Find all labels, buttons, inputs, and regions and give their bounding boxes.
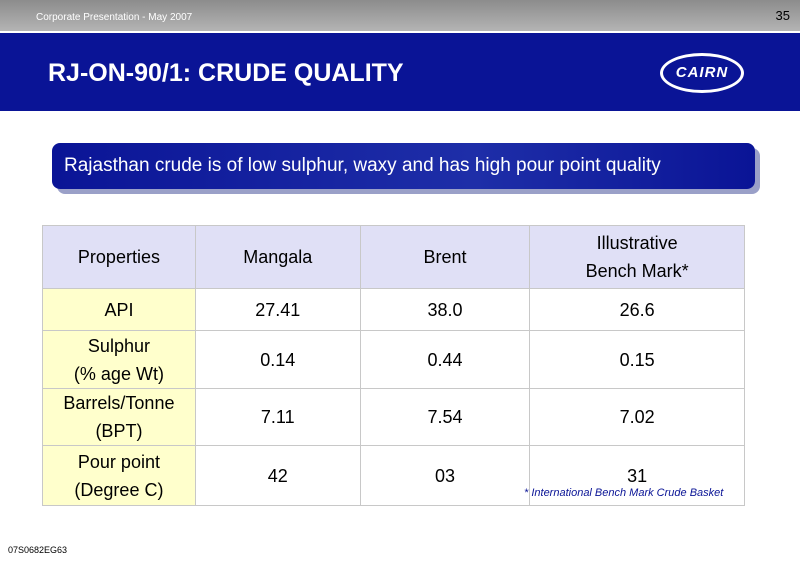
table-cell: Properties xyxy=(42,225,196,289)
cell-text: Brent xyxy=(423,247,467,267)
table-cell: 0.14 xyxy=(194,330,361,389)
cell-text: (Degree C) xyxy=(74,479,164,500)
cell-text: (% age Wt) xyxy=(73,363,164,384)
table-cell: 0.44 xyxy=(359,330,531,389)
table-cell: Illustrative Bench Mark* xyxy=(529,225,745,289)
cell-text: 38.0 xyxy=(427,299,463,320)
cell-text: Mangala xyxy=(243,247,313,267)
top-bar: Corporate Presentation - May 2007 35 xyxy=(0,0,800,31)
title-band: RJ-ON-90/1: CRUDE QUALITY CAIRN xyxy=(0,33,800,111)
cell-text: 7.02 xyxy=(619,407,655,427)
cell-text: 03 xyxy=(434,465,455,486)
cell-text: 31 xyxy=(627,465,648,486)
cell-text: 0.15 xyxy=(619,349,655,370)
cell-text: Pour point xyxy=(77,451,160,472)
cell-text: 42 xyxy=(267,465,288,486)
banner: Rajasthan crude is of low sulphur, waxy … xyxy=(52,143,755,189)
cell-text: 0.14 xyxy=(260,349,296,370)
table-cell: API xyxy=(42,288,196,331)
table-cell: 27.41 xyxy=(194,288,361,331)
footnote: * International Bench Mark Crude Basket xyxy=(524,487,724,499)
page-number: 35 xyxy=(775,8,790,23)
cell-text: Barrels/Tonne xyxy=(63,393,175,413)
table-cell: 03 xyxy=(359,445,531,506)
table-cell: Mangala xyxy=(194,225,361,289)
table-cell: 7.54 xyxy=(359,388,531,446)
logo: CAIRN xyxy=(660,53,744,93)
table-cell: Pour point (Degree C) xyxy=(42,445,196,506)
table-row: Barrels/Tonne (BPT) 7.11 7.54 7.02 xyxy=(42,388,745,446)
table-row: Sulphur (% age Wt) 0.14 0.44 0.15 xyxy=(42,330,745,389)
cell-text: API xyxy=(104,299,134,320)
cell-text: (BPT) xyxy=(95,421,143,441)
title: RJ-ON-90/1: CRUDE QUALITY xyxy=(48,59,404,87)
table-cell: 42 xyxy=(194,445,361,506)
table-cell: 31 xyxy=(529,445,745,506)
cell-text: Bench Mark* xyxy=(585,261,689,281)
header-row: Properties Mangala Brent Illustrative Bench … xyxy=(42,225,745,289)
footer-code: 07S0682EG63 xyxy=(8,545,68,555)
cell-text: 26.6 xyxy=(619,299,655,320)
table-cell: 26.6 xyxy=(529,288,745,331)
table-row: Pour point (Degree C) 42 03 31 xyxy=(42,445,745,506)
meta: Corporate Presentation - May 2007 xyxy=(36,12,193,23)
cell-text: Illustrative xyxy=(596,233,678,253)
table-cell: 7.11 xyxy=(194,388,361,446)
table-cell: 0.15 xyxy=(529,330,745,389)
cell-text: 7.54 xyxy=(427,407,463,427)
table-cell: Brent xyxy=(359,225,531,289)
cell-text: 7.11 xyxy=(260,407,295,427)
cell-text: 0.44 xyxy=(427,349,463,370)
cell-text: Properties xyxy=(77,247,160,267)
cell-text: Sulphur xyxy=(87,335,150,356)
table: Properties Mangala Brent Illustrative Bench … xyxy=(42,225,745,506)
table-cell: Barrels/Tonne (BPT) xyxy=(42,388,196,446)
table-cell: Sulphur (% age Wt) xyxy=(42,330,196,389)
table-cell: 7.02 xyxy=(529,388,745,446)
cell-text: 27.41 xyxy=(255,299,301,320)
table-cell: 38.0 xyxy=(359,288,531,331)
table-row: API 27.41 38.0 26.6 xyxy=(42,288,745,331)
